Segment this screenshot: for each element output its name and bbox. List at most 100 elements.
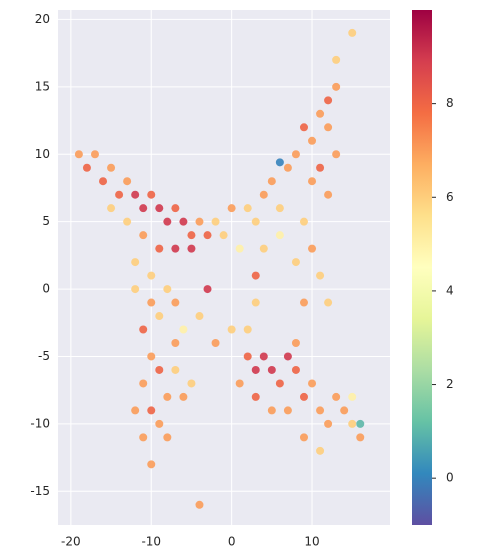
point [291, 338, 300, 347]
point [147, 298, 156, 307]
plot-background [58, 10, 390, 525]
point [227, 204, 236, 213]
point [147, 460, 156, 469]
point [291, 365, 300, 374]
point [324, 123, 333, 132]
point [211, 217, 220, 226]
point [283, 352, 292, 361]
point [187, 231, 196, 240]
point [259, 352, 268, 361]
point [171, 204, 180, 213]
point [195, 312, 204, 321]
point [155, 312, 164, 321]
x-tick-label: 0 [228, 535, 236, 549]
point [211, 338, 220, 347]
point [316, 406, 325, 415]
colorbar [412, 10, 432, 525]
point [163, 217, 172, 226]
point [316, 446, 325, 455]
point [348, 392, 357, 401]
point [299, 392, 308, 401]
point [275, 231, 284, 240]
point [259, 190, 268, 199]
point [171, 365, 180, 374]
point [123, 217, 132, 226]
point [243, 352, 252, 361]
point [251, 298, 260, 307]
point [107, 163, 116, 172]
point [131, 190, 140, 199]
point [139, 379, 148, 388]
point [283, 406, 292, 415]
point [147, 352, 156, 361]
point [147, 190, 156, 199]
y-tick-label: 20 [35, 12, 50, 26]
point [187, 379, 196, 388]
point [179, 392, 188, 401]
point [155, 419, 164, 428]
y-tick-label: 5 [42, 214, 50, 228]
point [203, 285, 212, 294]
point [251, 217, 260, 226]
point [308, 379, 317, 388]
point [139, 231, 148, 240]
point [299, 217, 308, 226]
point [187, 244, 196, 253]
point [131, 285, 140, 294]
point [332, 392, 341, 401]
y-tick-label: 15 [35, 79, 50, 93]
point [316, 109, 325, 118]
point [99, 177, 108, 186]
point [340, 406, 349, 415]
colorbar-tick-label: 0 [446, 471, 454, 485]
point [275, 158, 284, 167]
point [155, 244, 164, 253]
point [308, 244, 317, 253]
point [123, 177, 132, 186]
point [115, 190, 124, 199]
x-tick-label: -20 [61, 535, 81, 549]
point [324, 190, 333, 199]
point [171, 244, 180, 253]
point [155, 204, 164, 213]
point [147, 406, 156, 415]
point [267, 365, 276, 374]
point [139, 433, 148, 442]
point [163, 433, 172, 442]
point [324, 96, 333, 105]
point [227, 325, 236, 334]
colorbar-tick-label: 6 [446, 190, 454, 204]
y-tick-label: -5 [38, 349, 50, 363]
point [243, 204, 252, 213]
point [283, 163, 292, 172]
point [90, 150, 99, 159]
point [316, 163, 325, 172]
x-tick-label: -10 [141, 535, 161, 549]
colorbar-tick-label: 4 [446, 283, 454, 297]
point [139, 325, 148, 334]
point [147, 271, 156, 280]
point [195, 500, 204, 509]
point [131, 258, 140, 267]
point [291, 150, 300, 159]
y-tick-label: 10 [35, 147, 50, 161]
point [251, 365, 260, 374]
point [235, 244, 244, 253]
point [219, 231, 228, 240]
point [308, 177, 317, 186]
point [171, 338, 180, 347]
point [179, 325, 188, 334]
point [332, 82, 341, 91]
point [316, 271, 325, 280]
point [107, 204, 116, 213]
point [299, 123, 308, 132]
point [74, 150, 83, 159]
point [243, 325, 252, 334]
point [308, 136, 317, 145]
point [299, 433, 308, 442]
point [131, 406, 140, 415]
point [267, 406, 276, 415]
point [332, 150, 341, 159]
point [356, 419, 365, 428]
